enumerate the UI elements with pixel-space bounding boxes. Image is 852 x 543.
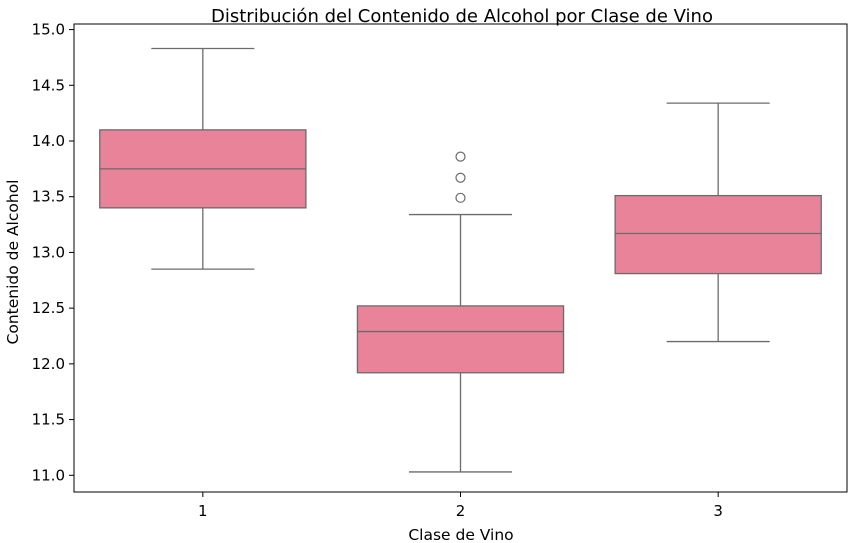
x-axis-label: Clase de Vino	[408, 526, 513, 543]
y-tick-label: 14.5	[32, 76, 65, 94]
x-tick-label: 3	[713, 502, 723, 520]
x-tick-label: 1	[198, 502, 208, 520]
y-tick-label: 14.0	[32, 132, 65, 150]
x-axis: 1 2 3	[198, 492, 723, 520]
y-axis-label: Contenido de Alcohol	[4, 180, 22, 345]
y-tick-label: 15.0	[32, 21, 65, 39]
y-tick-label: 13.5	[32, 188, 65, 206]
box-group	[99, 47, 307, 270]
chart-title: Distribución del Contenido de Alcohol po…	[211, 6, 713, 27]
y-tick-label: 12.0	[32, 355, 65, 373]
y-tick-label: 12.5	[32, 299, 65, 317]
iqr-box	[614, 194, 822, 275]
x-tick-label: 2	[456, 502, 466, 520]
boxes	[99, 47, 822, 473]
y-tick-label: 13.0	[32, 243, 65, 261]
y-axis: 11.0 11.5 12.0 12.5 13.0 13.5 14.0 14.5 15.0	[32, 21, 74, 484]
y-tick-label: 11.5	[32, 411, 65, 429]
y-tick-label: 11.0	[32, 466, 65, 484]
box-group	[356, 151, 565, 473]
outlier-point	[455, 172, 466, 183]
outlier-point	[455, 151, 466, 162]
iqr-box	[356, 305, 565, 374]
outlier-point	[455, 192, 466, 203]
box-group	[614, 102, 822, 343]
